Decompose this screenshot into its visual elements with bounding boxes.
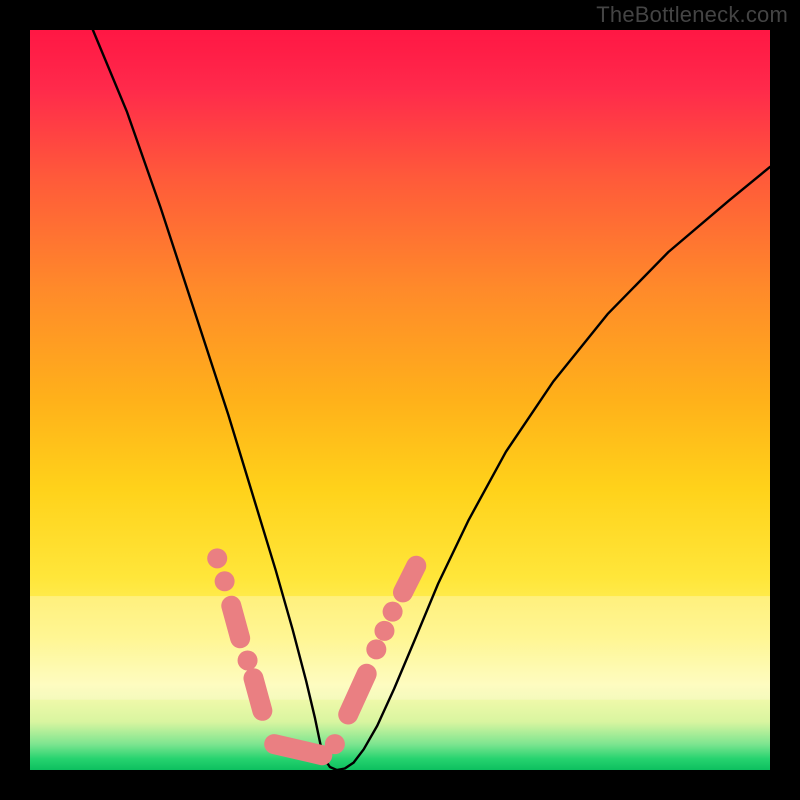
chart-frame: TheBottleneck.com: [0, 0, 800, 800]
chart-svg: [0, 0, 800, 800]
watermark-text: TheBottleneck.com: [596, 2, 788, 28]
